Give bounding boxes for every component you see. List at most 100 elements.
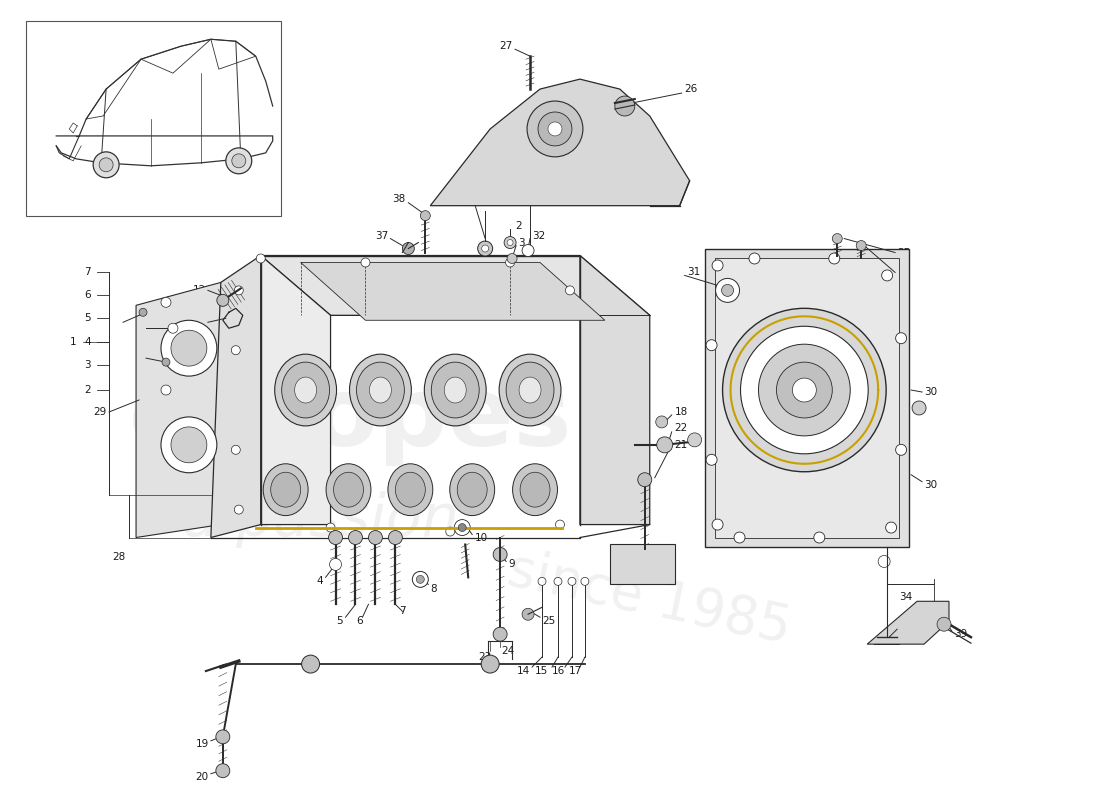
Text: 6: 6 [355, 616, 363, 626]
Circle shape [657, 437, 673, 453]
Circle shape [507, 239, 513, 246]
Circle shape [912, 401, 926, 415]
Circle shape [388, 530, 403, 545]
Text: 30: 30 [924, 480, 937, 490]
Ellipse shape [444, 377, 466, 403]
Ellipse shape [271, 472, 300, 507]
Circle shape [638, 473, 651, 486]
Circle shape [477, 241, 493, 256]
Circle shape [828, 253, 839, 264]
Ellipse shape [499, 354, 561, 426]
Circle shape [301, 655, 320, 673]
Text: 6: 6 [85, 290, 91, 300]
Circle shape [162, 358, 170, 366]
Circle shape [565, 286, 574, 295]
Ellipse shape [350, 354, 411, 426]
Circle shape [446, 527, 454, 536]
Ellipse shape [275, 354, 337, 426]
Circle shape [161, 320, 217, 376]
Ellipse shape [282, 362, 330, 418]
Circle shape [759, 344, 850, 436]
Text: 7: 7 [85, 267, 91, 278]
Ellipse shape [520, 472, 550, 507]
Text: 26: 26 [684, 84, 697, 94]
Circle shape [522, 245, 534, 257]
Text: 34: 34 [899, 592, 912, 602]
Circle shape [139, 308, 147, 316]
Text: 33: 33 [899, 622, 912, 632]
Circle shape [226, 148, 252, 174]
Circle shape [330, 558, 341, 570]
Circle shape [493, 627, 507, 641]
Circle shape [740, 326, 868, 454]
Text: 5: 5 [85, 314, 91, 323]
Polygon shape [705, 249, 909, 547]
Circle shape [749, 253, 760, 264]
Ellipse shape [458, 472, 487, 507]
Circle shape [712, 260, 723, 271]
Circle shape [416, 575, 425, 583]
Circle shape [481, 655, 499, 673]
Circle shape [216, 730, 230, 744]
Circle shape [554, 578, 562, 586]
Circle shape [329, 530, 342, 545]
Circle shape [688, 433, 702, 447]
Circle shape [615, 96, 635, 116]
Text: 9: 9 [508, 559, 515, 570]
Circle shape [722, 285, 734, 296]
Circle shape [326, 523, 336, 532]
Circle shape [706, 454, 717, 466]
Text: a passion: a passion [183, 491, 459, 548]
Ellipse shape [506, 362, 554, 418]
Circle shape [217, 294, 229, 306]
Ellipse shape [333, 472, 363, 507]
Text: 18: 18 [674, 407, 688, 417]
Ellipse shape [388, 464, 432, 515]
Text: 3: 3 [136, 353, 143, 363]
Circle shape [507, 254, 517, 263]
Text: 37: 37 [375, 230, 388, 241]
Circle shape [256, 254, 265, 263]
Circle shape [168, 323, 178, 334]
Circle shape [234, 286, 243, 295]
Circle shape [234, 505, 243, 514]
Text: 30: 30 [924, 387, 937, 397]
Text: 3: 3 [85, 360, 91, 370]
Polygon shape [300, 262, 605, 320]
Polygon shape [430, 79, 690, 206]
Text: 23: 23 [478, 652, 492, 662]
Ellipse shape [326, 464, 371, 515]
Text: 36: 36 [898, 267, 911, 278]
Ellipse shape [513, 464, 558, 515]
Text: 8: 8 [430, 584, 437, 594]
Circle shape [368, 530, 383, 545]
Text: 29: 29 [92, 407, 106, 417]
Circle shape [886, 522, 896, 533]
Circle shape [506, 258, 515, 267]
Circle shape [716, 278, 739, 302]
Circle shape [878, 555, 890, 567]
Text: 21: 21 [674, 440, 688, 450]
Text: 16: 16 [552, 666, 565, 676]
Circle shape [712, 519, 723, 530]
Text: 11: 11 [192, 320, 206, 330]
Text: 3: 3 [518, 238, 525, 247]
Text: 4: 4 [316, 576, 322, 586]
Circle shape [216, 764, 230, 778]
Circle shape [538, 578, 546, 586]
Text: 27: 27 [498, 42, 513, 51]
Polygon shape [261, 255, 650, 315]
Text: 38: 38 [392, 194, 406, 204]
Circle shape [231, 446, 240, 454]
Ellipse shape [519, 377, 541, 403]
Polygon shape [609, 545, 674, 584]
Circle shape [504, 237, 516, 249]
Circle shape [161, 385, 170, 395]
Circle shape [792, 378, 816, 402]
Ellipse shape [263, 464, 308, 515]
Text: 12: 12 [192, 286, 206, 295]
Text: 10: 10 [475, 533, 488, 542]
Polygon shape [715, 258, 899, 538]
Ellipse shape [370, 377, 392, 403]
Circle shape [161, 417, 217, 473]
